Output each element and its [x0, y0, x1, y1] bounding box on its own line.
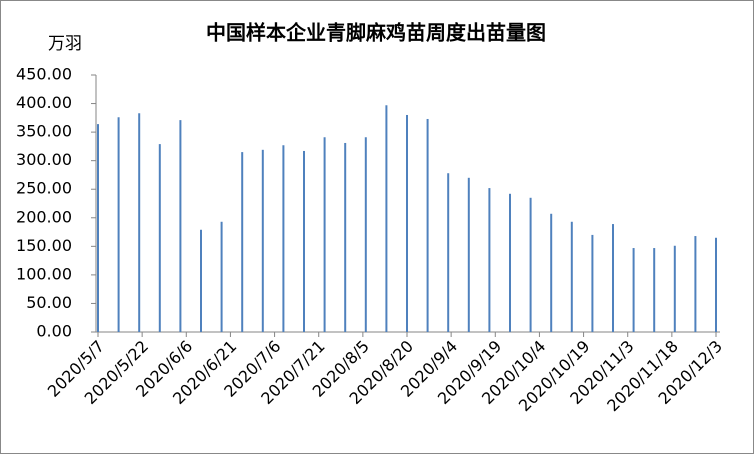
bar: [488, 188, 491, 332]
bar: [529, 197, 532, 332]
y-tick-label: 350.00: [16, 122, 72, 141]
y-tick-label: 300.00: [16, 150, 72, 169]
bar: [241, 152, 244, 332]
bar: [200, 229, 202, 332]
y-tick-label: 200.00: [16, 207, 72, 226]
bar: [303, 150, 305, 332]
bar: [158, 144, 161, 332]
bar: [138, 113, 141, 333]
y-tick-label: 0.00: [36, 322, 72, 341]
y-unit: 万羽: [48, 34, 82, 54]
bar: [591, 234, 594, 332]
bar: [323, 137, 326, 332]
y-tick-label: 50.00: [26, 293, 72, 312]
y-tick-label: 100.00: [16, 264, 72, 283]
bar: [467, 177, 470, 332]
y-tick-label: 150.00: [16, 236, 72, 255]
bar: [673, 245, 676, 332]
bar: [426, 118, 429, 332]
bar: [509, 193, 511, 332]
bar: [570, 221, 573, 332]
bar: [220, 221, 223, 332]
bar: [97, 124, 99, 332]
y-tick-label: 250.00: [16, 179, 72, 198]
bar: [385, 105, 388, 332]
bar: [117, 117, 120, 332]
bar: [261, 149, 264, 332]
bar: [179, 120, 182, 333]
bar: [282, 145, 285, 332]
bar: [715, 237, 717, 332]
y-tick-label: 450.00: [16, 65, 72, 84]
bar: [344, 142, 347, 332]
bar: [364, 137, 367, 332]
bar: [653, 248, 656, 332]
bar: [550, 213, 553, 332]
bar: [694, 236, 697, 332]
bar: [632, 248, 635, 332]
bar: [612, 224, 614, 332]
bar: [447, 173, 450, 332]
y-tick-label: 400.00: [16, 93, 72, 112]
bar: [406, 114, 408, 332]
chart-title: 中国样本企业青脚麻鸡苗周度出苗量图: [206, 21, 546, 45]
